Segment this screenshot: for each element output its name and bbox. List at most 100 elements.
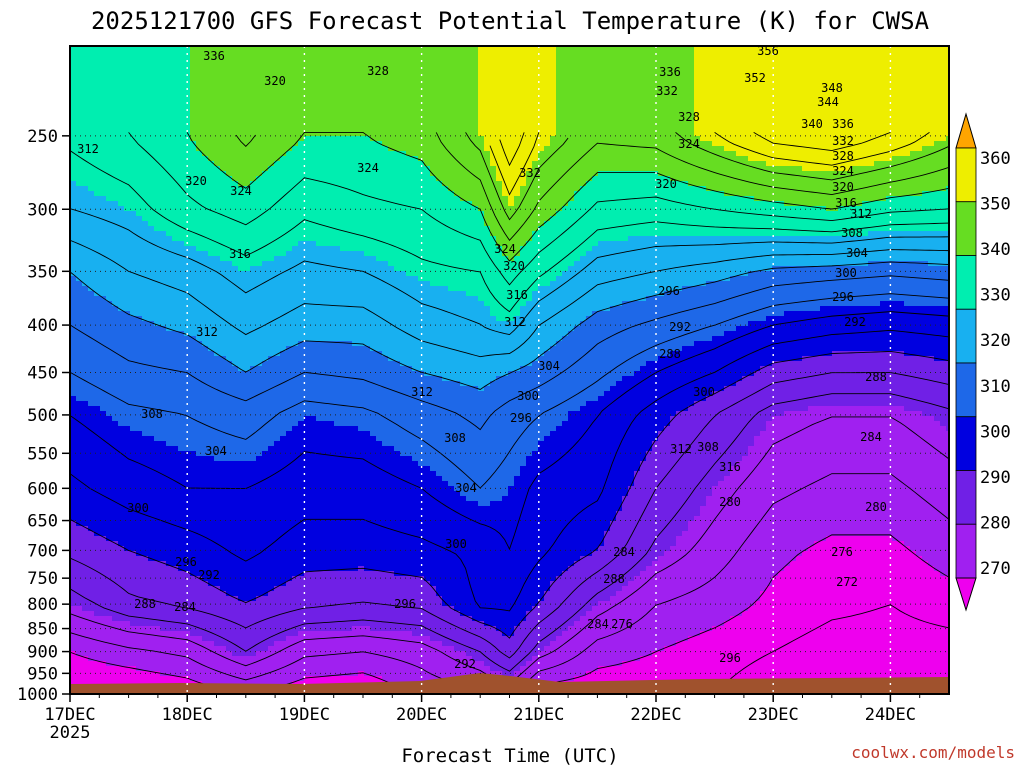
field-cell bbox=[262, 46, 269, 52]
field-cell bbox=[406, 141, 413, 147]
field-cell bbox=[736, 61, 743, 67]
field-cell bbox=[628, 141, 635, 147]
field-cell bbox=[256, 101, 263, 107]
field-cell bbox=[772, 96, 779, 102]
field-cell bbox=[316, 46, 323, 52]
field-cell bbox=[934, 191, 941, 197]
field-cell bbox=[862, 161, 869, 167]
field-cell bbox=[610, 101, 617, 107]
field-cell bbox=[244, 206, 251, 212]
field-cell bbox=[424, 136, 431, 142]
field-cell bbox=[922, 71, 929, 77]
field-cell bbox=[454, 176, 461, 182]
field-cell bbox=[316, 101, 323, 107]
field-cell bbox=[556, 161, 563, 167]
field-cell bbox=[610, 136, 617, 142]
field-cell bbox=[910, 71, 917, 77]
field-cell bbox=[730, 81, 737, 87]
field-cell bbox=[754, 201, 761, 207]
field-cell bbox=[448, 206, 455, 212]
field-cell bbox=[334, 201, 341, 207]
field-cell bbox=[76, 101, 83, 107]
field-cell bbox=[346, 131, 353, 137]
field-cell bbox=[676, 136, 683, 142]
field-cell bbox=[772, 146, 779, 152]
field-cell bbox=[448, 61, 455, 67]
field-cell bbox=[118, 56, 125, 62]
field-cell bbox=[70, 66, 77, 72]
field-cell bbox=[316, 166, 323, 172]
field-cell bbox=[112, 121, 119, 127]
field-cell bbox=[112, 86, 119, 92]
field-cell bbox=[220, 101, 227, 107]
field-cell bbox=[616, 196, 623, 202]
field-cell bbox=[214, 201, 221, 207]
field-cell bbox=[280, 121, 287, 127]
field-cell bbox=[508, 196, 515, 202]
field-cell bbox=[232, 96, 239, 102]
field-cell bbox=[802, 91, 809, 97]
field-cell bbox=[742, 166, 749, 172]
field-cell bbox=[250, 56, 257, 62]
plot-area bbox=[70, 46, 949, 694]
field-cell bbox=[592, 211, 599, 217]
field-cell bbox=[538, 146, 545, 152]
field-cell bbox=[622, 146, 629, 152]
field-cell bbox=[562, 66, 569, 72]
field-cell bbox=[130, 171, 137, 177]
field-cell bbox=[808, 56, 815, 62]
field-cell bbox=[862, 81, 869, 87]
field-cell bbox=[454, 121, 461, 127]
field-cell bbox=[736, 151, 743, 157]
field-cell bbox=[484, 56, 491, 62]
field-cell bbox=[598, 101, 605, 107]
field-cell bbox=[454, 171, 461, 177]
field-cell bbox=[142, 111, 149, 117]
field-cell bbox=[442, 61, 449, 67]
field-cell bbox=[184, 126, 191, 132]
field-cell bbox=[532, 71, 539, 77]
field-cell bbox=[262, 71, 269, 77]
field-cell bbox=[364, 61, 371, 67]
field-cell bbox=[346, 206, 353, 212]
field-cell bbox=[574, 126, 581, 132]
field-cell bbox=[838, 101, 845, 107]
field-cell bbox=[832, 56, 839, 62]
field-cell bbox=[832, 81, 839, 87]
field-cell bbox=[400, 56, 407, 62]
field-cell bbox=[778, 206, 785, 212]
field-cell bbox=[586, 186, 593, 192]
field-cell bbox=[694, 91, 701, 97]
field-cell bbox=[568, 121, 575, 127]
field-cell bbox=[436, 161, 443, 167]
field-cell bbox=[646, 71, 653, 77]
field-cell bbox=[538, 61, 545, 67]
field-cell bbox=[292, 51, 299, 57]
field-cell bbox=[766, 151, 773, 157]
field-cell bbox=[508, 66, 515, 72]
field-cell bbox=[190, 211, 197, 217]
field-cell bbox=[736, 66, 743, 72]
field-cell bbox=[790, 56, 797, 62]
field-cell bbox=[370, 211, 377, 217]
field-cell bbox=[394, 131, 401, 137]
field-cell bbox=[400, 101, 407, 107]
field-cell bbox=[436, 206, 443, 212]
field-cell bbox=[76, 176, 83, 182]
field-cell bbox=[448, 66, 455, 72]
field-cell bbox=[286, 161, 293, 167]
field-cell bbox=[652, 91, 659, 97]
field-cell bbox=[796, 96, 803, 102]
field-cell bbox=[106, 201, 113, 207]
field-cell bbox=[502, 161, 509, 167]
field-cell bbox=[94, 126, 101, 132]
field-cell bbox=[628, 71, 635, 77]
field-cell bbox=[490, 126, 497, 132]
field-cell bbox=[274, 86, 281, 92]
field-cell bbox=[538, 141, 545, 147]
field-cell bbox=[826, 141, 833, 147]
field-cell bbox=[640, 111, 647, 117]
field-cell bbox=[196, 166, 203, 172]
field-cell bbox=[316, 136, 323, 142]
field-cell bbox=[724, 141, 731, 147]
